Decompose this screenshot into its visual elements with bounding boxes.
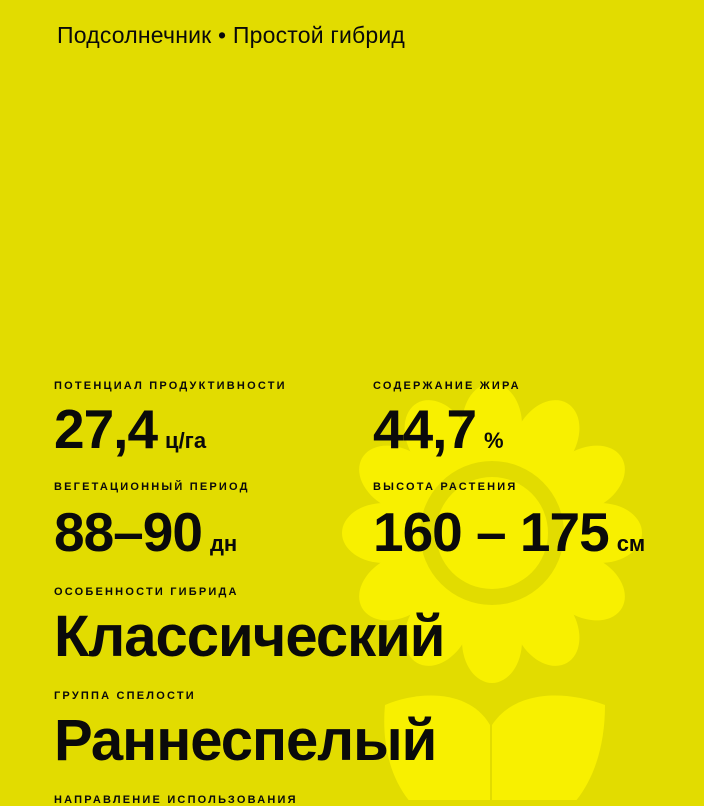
petal — [546, 445, 625, 513]
stat-value-yield: 27,4 ц/га — [54, 402, 206, 457]
page-title: Подсолнечник • Простой гибрид — [57, 22, 406, 48]
feature-label-type: ОСОБЕННОСТИ ГИБРИДА — [54, 586, 239, 598]
stat-label-yield: ПОТЕНЦИАЛ ПРОДУКТИВНОСТИ — [54, 380, 287, 392]
petal — [512, 587, 580, 666]
value-unit: см — [616, 531, 646, 556]
petal — [342, 503, 426, 563]
feature-label-usage: НАПРАВЛЕНИЕ ИСПОЛЬЗОВАНИЯ — [54, 794, 298, 806]
petal — [558, 503, 642, 563]
stat-label-vegetation: ВЕГЕТАЦИОННЫЙ ПЕРИОД — [54, 481, 250, 493]
petal — [359, 553, 438, 621]
value-number: 160 – 175 — [373, 501, 610, 563]
stat-label-height: ВЫСОТА РАСТЕНИЯ — [373, 481, 518, 493]
petal — [462, 599, 522, 683]
value-number: 44,7 — [373, 398, 477, 460]
value-number: 88–90 — [54, 501, 203, 563]
feature-value-type: Классический — [54, 604, 445, 669]
feature-label-maturity: ГРУППА СПЕЛОСТИ — [54, 690, 196, 702]
feature-value-maturity: Раннеспелый — [54, 708, 437, 773]
value-unit: % — [484, 428, 504, 453]
stat-label-oil: СОДЕРЖАНИЕ ЖИРА — [373, 380, 521, 392]
stat-value-height: 160 – 175 см — [373, 505, 645, 560]
stat-value-oil: 44,7% — [373, 402, 504, 457]
value-number: 27,4 — [54, 398, 158, 460]
petal — [462, 383, 522, 467]
value-unit: дн — [209, 531, 238, 556]
petal — [404, 400, 472, 479]
value-unit: ц/га — [165, 428, 207, 453]
stat-value-vegetation: 88–90 дн — [54, 505, 237, 560]
